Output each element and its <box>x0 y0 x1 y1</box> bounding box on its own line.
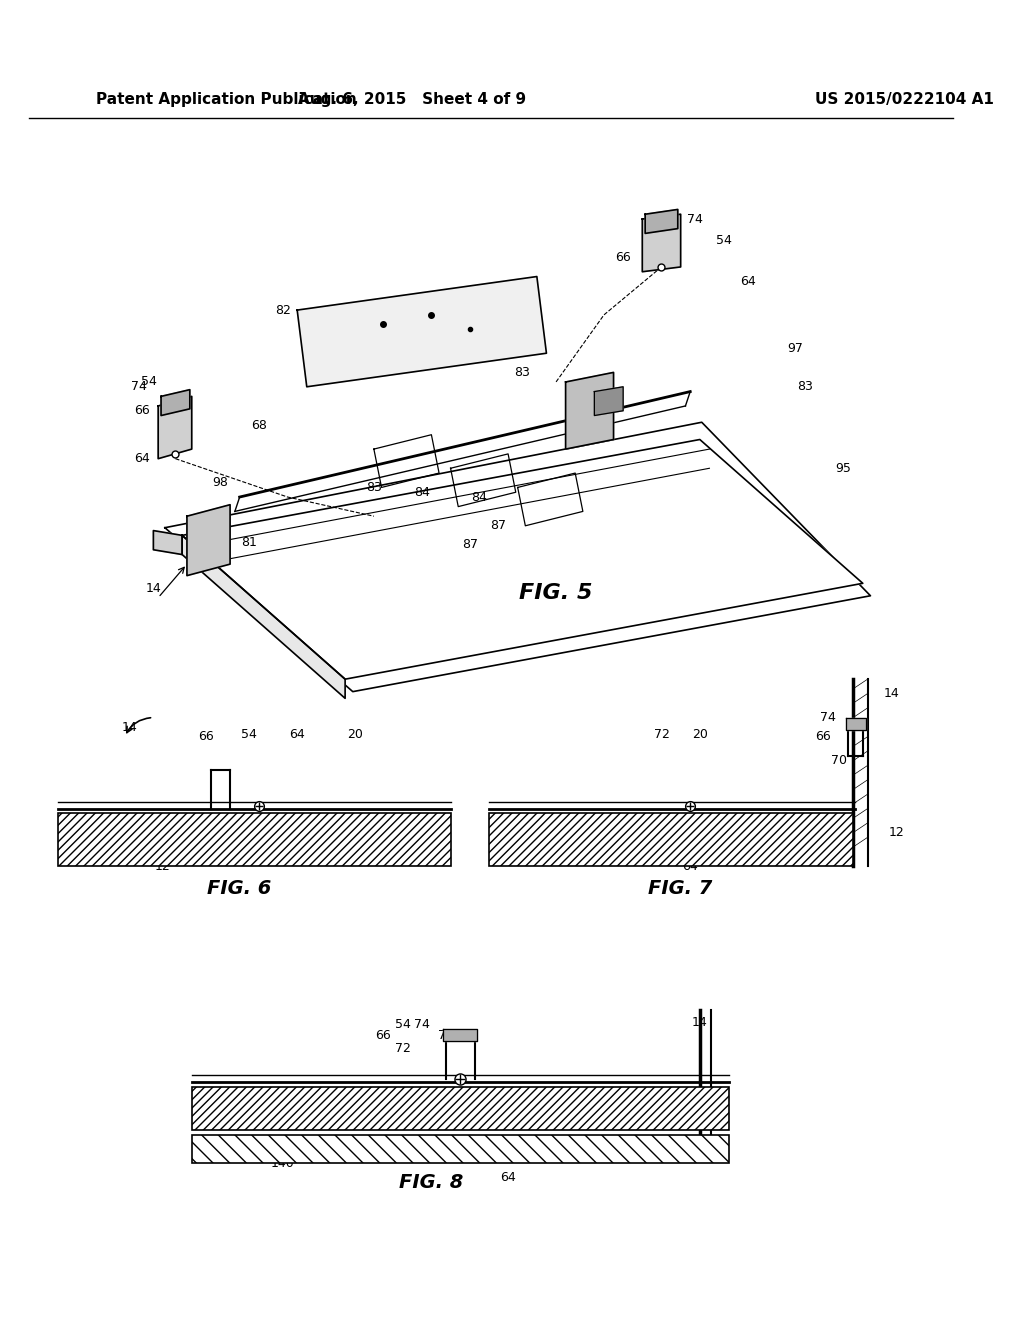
Text: 83: 83 <box>366 480 382 494</box>
Text: 83: 83 <box>514 366 530 379</box>
Bar <box>191 1134 729 1163</box>
Text: 14: 14 <box>122 721 137 734</box>
Polygon shape <box>182 440 863 680</box>
Text: 20: 20 <box>692 729 708 742</box>
Polygon shape <box>443 1030 477 1040</box>
Text: FIG. 7: FIG. 7 <box>648 879 713 898</box>
Text: FIG. 6: FIG. 6 <box>208 879 271 898</box>
Text: 12: 12 <box>889 826 904 840</box>
Polygon shape <box>154 531 182 554</box>
Text: 54: 54 <box>242 729 257 742</box>
Text: 72: 72 <box>653 729 670 742</box>
Text: 64: 64 <box>682 859 698 873</box>
Text: 95: 95 <box>836 462 852 475</box>
Text: 72: 72 <box>394 1041 411 1055</box>
Text: 82: 82 <box>274 304 291 317</box>
Text: 12: 12 <box>155 859 171 873</box>
Text: 28: 28 <box>490 821 507 834</box>
Text: Patent Application Publication: Patent Application Publication <box>96 91 356 107</box>
Polygon shape <box>187 504 230 576</box>
Polygon shape <box>594 387 624 416</box>
Polygon shape <box>565 372 613 449</box>
Text: FIG. 5: FIG. 5 <box>519 583 593 603</box>
Polygon shape <box>846 718 865 730</box>
Text: 66: 66 <box>615 251 631 264</box>
Text: 70: 70 <box>438 1030 454 1043</box>
Text: 68: 68 <box>251 418 267 432</box>
Text: 54: 54 <box>140 375 157 388</box>
Text: US 2015/0222104 A1: US 2015/0222104 A1 <box>815 91 993 107</box>
Text: 64: 64 <box>290 729 305 742</box>
Text: 83: 83 <box>798 380 813 393</box>
Text: 74: 74 <box>131 380 146 393</box>
Text: 66: 66 <box>134 404 150 417</box>
Polygon shape <box>642 214 681 272</box>
Polygon shape <box>645 210 678 234</box>
Text: 87: 87 <box>462 539 478 552</box>
Text: 54: 54 <box>716 234 732 247</box>
Text: Aug. 6, 2015   Sheet 4 of 9: Aug. 6, 2015 Sheet 4 of 9 <box>298 91 526 107</box>
Text: 14: 14 <box>145 582 161 594</box>
Text: 14: 14 <box>692 1016 708 1028</box>
Text: 64: 64 <box>740 275 756 288</box>
Text: 74: 74 <box>414 1018 430 1031</box>
Text: FIG. 8: FIG. 8 <box>399 1173 464 1192</box>
Polygon shape <box>297 276 547 387</box>
Text: 64: 64 <box>500 1171 516 1184</box>
Text: 84: 84 <box>471 491 487 503</box>
Text: 66: 66 <box>199 730 214 743</box>
Bar <box>488 813 853 866</box>
Polygon shape <box>161 389 189 416</box>
Text: 84: 84 <box>414 486 430 499</box>
Text: 28: 28 <box>199 1090 214 1102</box>
Bar <box>191 1086 729 1130</box>
Text: 14: 14 <box>884 686 899 700</box>
Text: 74: 74 <box>820 711 837 723</box>
Text: 74: 74 <box>687 213 702 226</box>
Text: 66: 66 <box>815 730 830 743</box>
Text: 81: 81 <box>242 536 257 549</box>
Text: 83: 83 <box>213 519 228 532</box>
Text: 140: 140 <box>271 1156 295 1170</box>
Bar <box>57 813 451 866</box>
Text: 87: 87 <box>490 519 507 532</box>
Text: 54: 54 <box>394 1018 411 1031</box>
Text: 64: 64 <box>134 453 150 465</box>
Polygon shape <box>182 536 345 698</box>
Text: 20: 20 <box>347 729 362 742</box>
Polygon shape <box>158 396 191 458</box>
Text: 28: 28 <box>63 821 80 834</box>
Text: 98: 98 <box>213 477 228 490</box>
Text: 97: 97 <box>787 342 804 355</box>
Text: 70: 70 <box>830 754 847 767</box>
Text: 66: 66 <box>376 1030 391 1043</box>
